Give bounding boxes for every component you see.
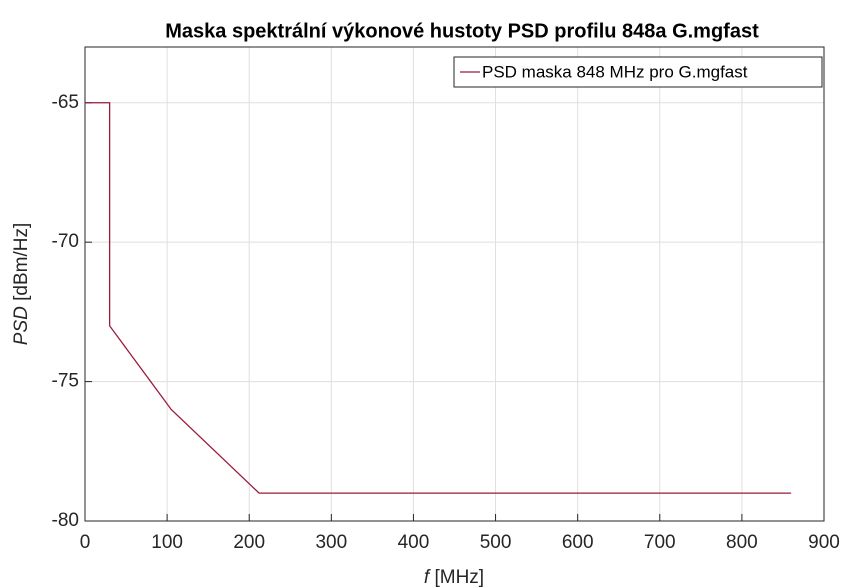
y-tick-label: -80 (52, 510, 79, 531)
x-axis-label: f [MHz] (424, 567, 484, 588)
legend-box (453, 56, 823, 88)
data-line (85, 102, 792, 494)
y-tick-label: -75 (52, 371, 79, 392)
y-tick-label: -70 (52, 231, 79, 252)
x-tick-label: 700 (644, 532, 676, 553)
x-tick-label: 0 (80, 532, 91, 553)
legend-label: PSD maska 848 MHz pro G.mgfast (482, 62, 748, 81)
axes-box (84, 46, 825, 522)
chart-title: Maska spektrální výkonové hustoty PSD pr… (165, 20, 759, 42)
x-tick-label: 400 (398, 532, 430, 553)
y-axis-label: PSD [dBm/Hz] (11, 223, 32, 345)
x-tick-label: 500 (480, 532, 512, 553)
x-symbol: f (424, 567, 431, 588)
x-tick-label: 100 (151, 532, 183, 553)
x-tick-label: 600 (562, 532, 594, 553)
y-symbol: PSD (11, 306, 32, 345)
x-unit: [MHz] (434, 567, 484, 588)
legend: PSD maska 848 MHz pro G.mgfast (453, 56, 823, 88)
x-tick-label: 800 (726, 532, 758, 553)
y-tick-label: -65 (52, 92, 79, 113)
x-tick-label: 200 (233, 532, 265, 553)
y-unit: [dBm/Hz] (11, 223, 32, 301)
x-tick-label: 900 (808, 532, 840, 553)
x-tick-label: 300 (315, 532, 347, 553)
